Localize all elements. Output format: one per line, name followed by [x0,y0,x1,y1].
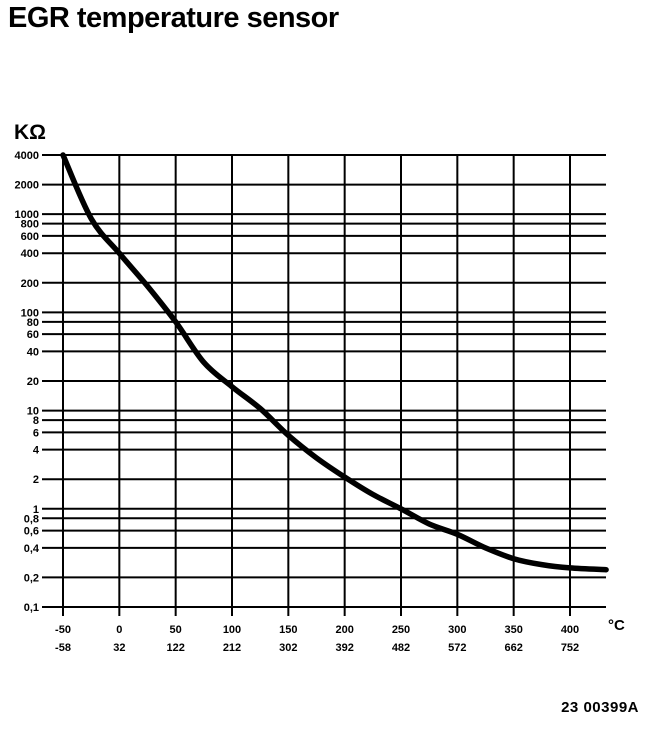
x-tick-label-fahrenheit: 662 [504,642,522,654]
x-tick-label-celsius: 50 [170,624,182,636]
reference-code: 23 00399A [561,699,639,716]
resistance-curve-layer [60,152,609,573]
y-tick-label: 2 [33,474,39,486]
x-tick-label-fahrenheit: 392 [335,642,353,654]
x-tick-label-fahrenheit: 482 [392,642,410,654]
axis-tick-labels: 4000200010008006004002001008060402010864… [15,150,580,654]
x-tick-label-celsius: 150 [279,624,297,636]
y-tick-label: 0,8 [24,513,39,525]
x-tick-label-fahrenheit: 32 [113,642,125,654]
x-tick-label-fahrenheit: -58 [55,642,71,654]
x-tick-label-celsius: -50 [55,624,71,636]
y-tick-label: 0,1 [24,602,39,614]
x-tick-label-celsius: 200 [335,624,353,636]
y-tick-label: 4000 [15,150,39,162]
y-tick-label: 60 [27,329,39,341]
y-tick-label: 4 [33,445,40,457]
x-tick-label-celsius: 400 [561,624,579,636]
y-tick-label: 0,6 [24,526,39,538]
y-tick-label: 1000 [15,209,39,221]
x-tick-label-fahrenheit: 572 [448,642,466,654]
y-tick-label: 200 [21,278,39,290]
y-tick-label: 10 [27,406,39,418]
y-tick-label: 80 [27,317,39,329]
resistance-curve [60,152,609,573]
x-axis-unit-label: °C [608,617,625,634]
y-tick-label: 40 [27,346,39,358]
y-tick-label: 0,4 [24,543,40,555]
y-tick-label: 6 [33,427,39,439]
x-tick-label-fahrenheit: 212 [223,642,241,654]
y-tick-label: 400 [21,248,39,260]
x-tick-label-fahrenheit: 122 [166,642,184,654]
x-tick-label-fahrenheit: 302 [279,642,297,654]
y-tick-label: 800 [21,219,39,231]
y-tick-label: 0,2 [24,572,39,584]
x-tick-label-celsius: 350 [504,624,522,636]
y-tick-label: 2000 [15,180,39,192]
y-tick-label: 1 [33,504,39,516]
y-tick-label: 20 [27,376,39,388]
y-tick-label: 8 [33,415,39,427]
x-tick-label-celsius: 300 [448,624,466,636]
y-tick-label: 100 [21,307,39,319]
page-title: EGR temperature sensor [8,2,339,34]
x-tick-label-celsius: 0 [116,624,122,636]
y-axis-unit-label: KΩ [14,121,46,144]
y-tick-label: 600 [21,231,39,243]
x-tick-label-fahrenheit: 752 [561,642,579,654]
x-tick-label-celsius: 250 [392,624,410,636]
x-tick-label-celsius: 100 [223,624,241,636]
grid-lines [42,154,606,616]
